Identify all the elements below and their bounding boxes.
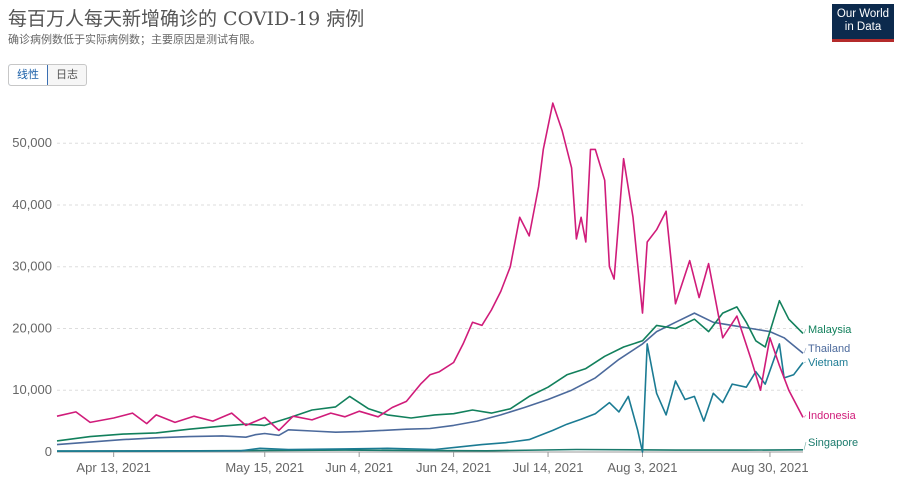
series-line-thailand (56, 312, 804, 446)
y-tick-label: 50,000 (12, 135, 52, 150)
series-label-vietnam: Vietnam (808, 357, 848, 369)
log-scale-button[interactable]: 日志 (56, 69, 78, 81)
chart-title: 每百万人每天新增确诊的 COVID-19 病例 (8, 8, 365, 30)
x-tick-label: Jul 14, 2021 (513, 460, 584, 475)
logo-line-1: Our World (836, 8, 890, 20)
linear-scale-button[interactable]: 线性 (9, 65, 48, 85)
series-label-indonesia: Indonesia (808, 410, 857, 422)
logo-line-2: in Data (844, 21, 882, 33)
series-leader-singapore (803, 441, 807, 450)
series-leader-thailand (803, 347, 807, 354)
chart-subtitle: 确诊病例数低于实际病例数；主要原因是测试有限。 (8, 34, 261, 46)
x-tick-label: Jun 24, 2021 (416, 460, 491, 475)
x-tick-label: Aug 3, 2021 (607, 460, 677, 475)
series-line-malaysia (56, 299, 804, 442)
series-line-indonesia (56, 102, 804, 432)
y-tick-label: 40,000 (12, 197, 52, 212)
series-line-vietnam (57, 343, 804, 453)
x-tick-label: Apr 13, 2021 (76, 460, 150, 475)
y-tick-label: 30,000 (12, 259, 52, 274)
series-leader-malaysia (803, 328, 807, 334)
scale-toggle[interactable]: 线性 日志 (8, 64, 87, 86)
y-tick-label: 0 (45, 444, 52, 459)
x-tick-label: May 15, 2021 (225, 460, 304, 475)
series-label-thailand: Thailand (808, 343, 850, 355)
series-leader-indonesia (803, 414, 807, 418)
y-tick-label: 10,000 (12, 382, 52, 397)
x-tick-label: Jun 4, 2021 (325, 460, 393, 475)
series-label-singapore: Singapore (808, 437, 858, 449)
y-tick-label: 20,000 (12, 320, 52, 335)
series-label-malaysia: Malaysia (808, 324, 852, 336)
x-tick-label: Aug 30, 2021 (731, 460, 808, 475)
owid-logo[interactable]: Our World in Data (832, 4, 894, 42)
